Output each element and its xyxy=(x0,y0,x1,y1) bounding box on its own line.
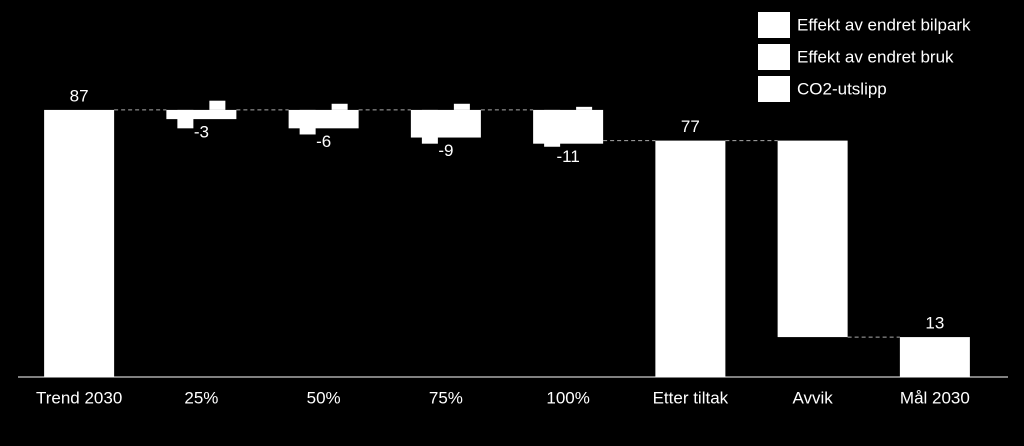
value-label: -6 xyxy=(316,132,331,151)
bar xyxy=(777,140,848,338)
legend-swatch xyxy=(758,12,790,38)
legend-swatch xyxy=(758,76,790,102)
legend-label: Effekt av endret bruk xyxy=(797,47,954,66)
x-tick-label: Avvik xyxy=(792,388,833,407)
value-label: -3 xyxy=(194,123,209,142)
x-tick-label: Mål 2030 xyxy=(900,388,970,407)
value-label: 13 xyxy=(925,314,944,333)
bar xyxy=(899,337,970,377)
value-label: -9 xyxy=(438,141,453,160)
x-tick-label: 75% xyxy=(429,388,463,407)
x-tick-label: 25% xyxy=(184,388,218,407)
bar xyxy=(288,109,359,129)
legend-label: Effekt av endret bilpark xyxy=(797,15,971,34)
value-label: -11 xyxy=(556,147,579,166)
component-bar xyxy=(576,106,593,110)
bar xyxy=(533,109,604,144)
bar xyxy=(655,140,726,377)
component-bar xyxy=(209,100,226,110)
x-tick-label: Trend 2030 xyxy=(36,388,122,407)
value-label: 77 xyxy=(681,117,700,136)
value-label: 87 xyxy=(70,86,89,105)
x-tick-label: 100% xyxy=(546,388,589,407)
bar xyxy=(166,109,237,120)
x-tick-label: Etter tiltak xyxy=(653,388,729,407)
x-tick-label: 50% xyxy=(307,388,341,407)
bar xyxy=(44,109,115,377)
component-bar xyxy=(453,103,470,110)
bar xyxy=(410,109,481,138)
component-bar xyxy=(331,103,348,110)
legend-swatch xyxy=(758,44,790,70)
legend-label: CO2-utslipp xyxy=(797,79,887,98)
